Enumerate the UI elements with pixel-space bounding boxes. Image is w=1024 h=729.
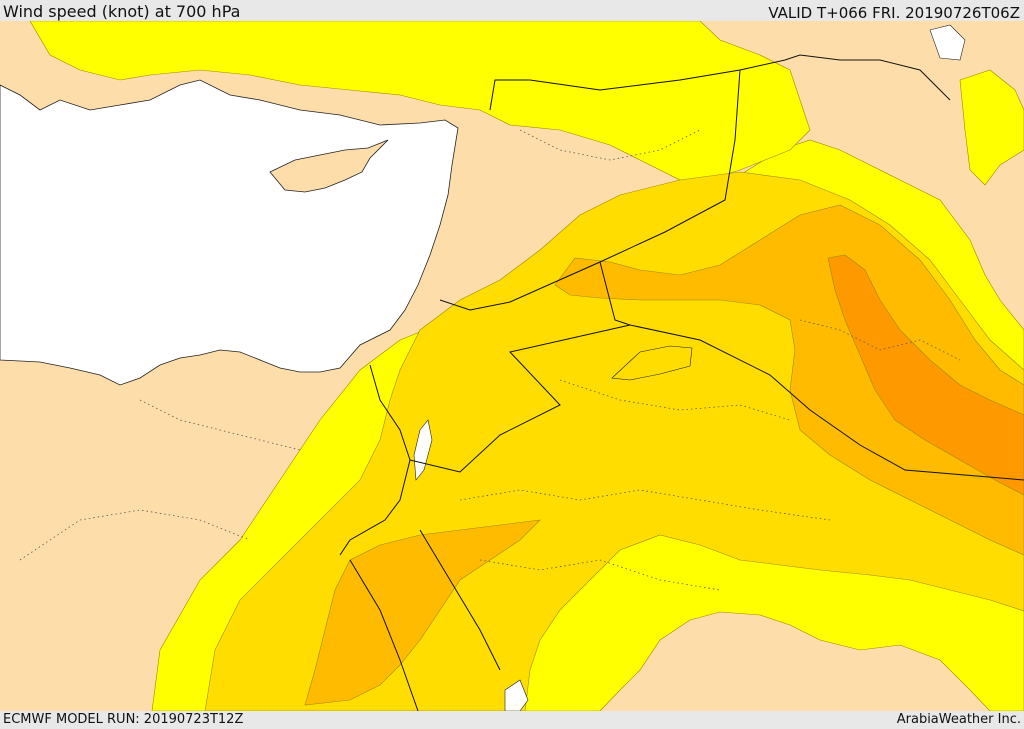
chart-title: Wind speed (knot) at 700 hPa [3, 2, 241, 21]
cyprus-island [269, 139, 389, 193]
gulf-of-aqaba [504, 679, 529, 711]
wind-band-4 [827, 254, 1024, 496]
country-borders [339, 54, 1024, 711]
lake-van [929, 24, 966, 61]
wind-band-3-south [304, 519, 541, 706]
wind-band-1-north [29, 21, 811, 186]
admin-borders [19, 129, 961, 591]
lake-tharthar [611, 345, 693, 381]
dead-sea [413, 419, 433, 481]
wind-band-1-east [959, 69, 1024, 186]
wind-band-3-east [554, 204, 1024, 556]
wind-speed-map [0, 21, 1024, 711]
model-run-label: ECMWF MODEL RUN: 20190723T12Z [3, 712, 244, 727]
valid-time-label: VALID T+066 FRI. 20190726T06Z [768, 4, 1020, 22]
credit-label: ArabiaWeather Inc. [896, 712, 1021, 727]
